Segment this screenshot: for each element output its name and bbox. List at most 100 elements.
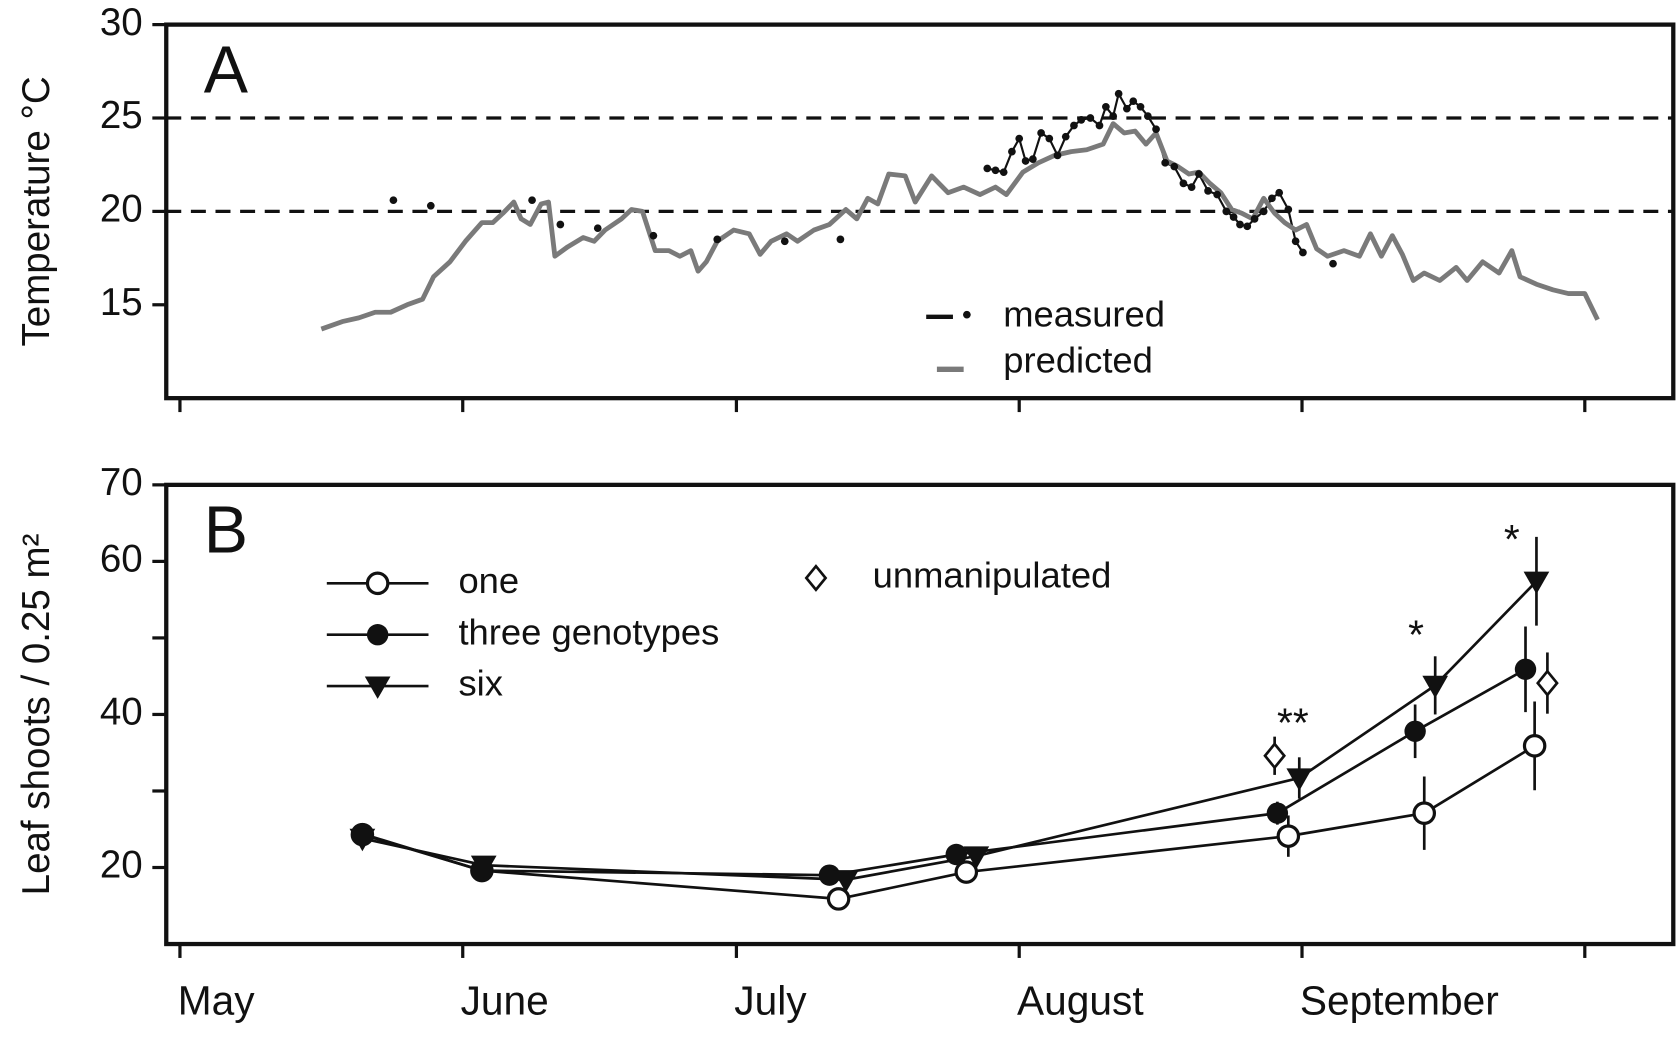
data-point [1015, 134, 1024, 143]
data-point [1102, 102, 1110, 111]
legend-label: predicted [1003, 339, 1153, 380]
data-point [1299, 248, 1307, 257]
data-point [1109, 112, 1118, 120]
y-tick-label: 25 [100, 94, 143, 137]
data-point [1053, 151, 1062, 160]
data-point [1259, 207, 1268, 216]
data-point [1268, 194, 1276, 203]
data-point [1086, 114, 1095, 122]
legend-marker [366, 624, 389, 646]
data-point [945, 843, 967, 866]
data-point [528, 196, 536, 205]
data-point [1129, 97, 1138, 106]
data-point [1263, 741, 1287, 770]
data-point [833, 870, 859, 893]
y-tick-label: 70 [100, 461, 143, 504]
y-axis-label: Temperature °C [15, 76, 58, 346]
data-point [426, 201, 435, 210]
legend-marker [365, 571, 390, 596]
data-point [1284, 205, 1293, 214]
data-point [1037, 129, 1045, 137]
data-point [593, 224, 602, 233]
data-point [1236, 220, 1244, 229]
series-line [361, 668, 1527, 877]
data-point [818, 864, 841, 886]
data-point [1077, 116, 1086, 124]
data-point [1523, 571, 1550, 595]
data-point [1170, 162, 1179, 171]
data-point [991, 166, 1000, 175]
data-point [1179, 179, 1188, 188]
data-point [1213, 190, 1222, 199]
legend-label: three genotypes [458, 611, 719, 652]
data-point [780, 237, 789, 246]
data-point [349, 828, 376, 852]
data-point [1412, 801, 1437, 825]
data-point [999, 168, 1008, 177]
data-point [1536, 669, 1559, 697]
data-point [1070, 121, 1078, 130]
x-tick-label: July [734, 978, 807, 1024]
significance-annotation: ** [1277, 700, 1309, 746]
data-point [836, 235, 845, 244]
data-point [1291, 237, 1300, 246]
data-point [1143, 112, 1152, 120]
data-point [954, 860, 979, 884]
legend-marker [804, 564, 828, 592]
data-point [963, 846, 990, 869]
panel-label: A [204, 33, 249, 107]
y-axis-label: Leaf shoots / 0.25 m² [15, 533, 58, 895]
y-tick-label: 60 [100, 538, 143, 581]
legend-marker [364, 676, 391, 699]
y-tick-label: 40 [100, 691, 143, 734]
data-point [1514, 658, 1537, 681]
data-point [1021, 157, 1030, 165]
data-point [1286, 768, 1313, 791]
data-point [713, 235, 722, 244]
data-point [1250, 215, 1259, 223]
data-point [1008, 147, 1016, 156]
x-tick-label: June [461, 978, 549, 1024]
significance-annotation: * [1408, 612, 1424, 658]
data-point [1095, 121, 1104, 130]
data-point [1152, 125, 1160, 134]
data-point [1329, 259, 1337, 268]
data-point [826, 887, 851, 911]
data-point [1422, 675, 1449, 699]
y-tick-label: 20 [100, 844, 143, 887]
legend-label: six [458, 663, 502, 704]
data-point [389, 196, 398, 205]
data-point [1229, 213, 1238, 221]
legend-label: measured [1003, 293, 1165, 334]
data-point [1123, 104, 1131, 113]
significance-annotation: * [1504, 516, 1520, 562]
data-point [1276, 824, 1301, 848]
data-point [1266, 802, 1289, 824]
data-point [649, 231, 658, 240]
data-point [1204, 186, 1212, 195]
series-line [362, 744, 1536, 901]
data-point [1195, 170, 1203, 178]
x-tick-label: August [1017, 978, 1144, 1024]
data-point [1045, 134, 1054, 143]
data-point [1187, 183, 1196, 191]
legend-label: unmanipulated [873, 555, 1112, 596]
y-tick-label: 30 [100, 1, 143, 44]
data-point [1029, 155, 1037, 163]
legend-label: one [458, 560, 519, 601]
y-tick-label: 20 [100, 188, 143, 231]
x-tick-label: September [1300, 978, 1499, 1024]
data-point [1522, 734, 1547, 758]
y-tick-label: 15 [100, 281, 143, 324]
legend-marker [963, 310, 971, 319]
data-point [1136, 102, 1145, 111]
data-point [556, 220, 565, 229]
data-point [1161, 158, 1170, 167]
panel-label: B [204, 494, 248, 568]
x-tick-label: May [178, 978, 255, 1024]
data-point [1114, 89, 1123, 98]
data-point [1222, 207, 1231, 216]
data-point [1275, 188, 1284, 197]
